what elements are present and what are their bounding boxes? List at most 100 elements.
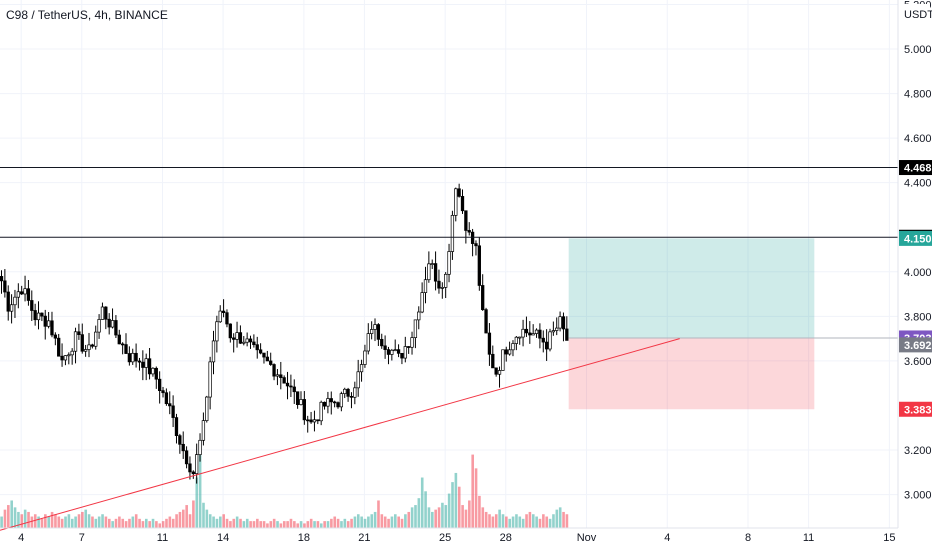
volume-bar bbox=[148, 521, 151, 528]
volume-bar bbox=[558, 507, 562, 528]
candle-up bbox=[427, 263, 431, 281]
volume-bar bbox=[279, 523, 283, 528]
volume-bar bbox=[306, 521, 310, 528]
candle-down bbox=[487, 332, 492, 355]
time-axis[interactable]: 4 7 11 14 18 21 25 28 Nov 4 8 11 15 bbox=[18, 532, 895, 544]
volume-bar bbox=[155, 521, 158, 528]
volume-bars bbox=[0, 450, 569, 528]
candle-down bbox=[346, 388, 350, 397]
volume-bar bbox=[0, 516, 3, 528]
candle-down bbox=[40, 312, 44, 317]
position-profit-zone bbox=[568, 238, 815, 338]
volume-bar bbox=[171, 518, 175, 528]
candle-down bbox=[541, 337, 545, 343]
candle-up bbox=[70, 350, 74, 356]
volume-bar bbox=[134, 514, 138, 528]
candle-up bbox=[326, 398, 330, 407]
volume-bar bbox=[286, 521, 289, 528]
volume-bar bbox=[91, 516, 94, 528]
volume-bar bbox=[548, 518, 552, 528]
volume-bar bbox=[319, 523, 323, 528]
currency-badge-bg bbox=[900, 4, 930, 25]
candle-down bbox=[171, 405, 175, 418]
candle-down bbox=[114, 320, 118, 336]
volume-bar bbox=[387, 518, 390, 528]
candle-down bbox=[285, 382, 290, 387]
volume-bar bbox=[525, 514, 528, 528]
volume-bar bbox=[350, 518, 353, 528]
volume-bar bbox=[141, 521, 145, 528]
candle-down bbox=[20, 291, 24, 295]
price-tick-label: 4.400 bbox=[904, 178, 932, 190]
volume-bar bbox=[293, 521, 296, 528]
volume-bar bbox=[316, 521, 320, 528]
candle-down bbox=[50, 320, 54, 336]
candle-down bbox=[376, 324, 381, 340]
volume-bar bbox=[343, 518, 347, 528]
volume-bar bbox=[158, 523, 162, 528]
candle-up bbox=[208, 361, 212, 398]
currency-label[interactable]: USDT bbox=[904, 9, 932, 21]
candle-down bbox=[460, 196, 465, 212]
time-tick-label: Nov bbox=[577, 532, 597, 544]
candle-up bbox=[151, 367, 155, 375]
volume-bar bbox=[215, 518, 219, 528]
volume-bar bbox=[373, 511, 377, 528]
volume-bar bbox=[383, 516, 387, 528]
volume-bar bbox=[138, 518, 141, 528]
candle-up bbox=[97, 319, 101, 333]
candle-up bbox=[430, 263, 434, 265]
candle-down bbox=[295, 391, 300, 406]
price-tick-label: 4.600 bbox=[904, 133, 932, 145]
candle-up bbox=[110, 320, 115, 328]
volume-bar bbox=[161, 521, 165, 528]
volume-bar bbox=[518, 516, 522, 528]
volume-bar bbox=[118, 516, 121, 528]
candle-down bbox=[544, 341, 549, 350]
candle-down bbox=[0, 276, 4, 282]
candle-up bbox=[359, 364, 364, 373]
candle-down bbox=[225, 312, 229, 325]
volume-bar bbox=[114, 518, 118, 528]
volume-bar bbox=[10, 500, 13, 528]
candle-down bbox=[322, 401, 327, 407]
candle-down bbox=[258, 349, 263, 354]
horizontal-lines[interactable] bbox=[0, 167, 898, 238]
volume-bar bbox=[508, 518, 512, 528]
candle-down bbox=[238, 332, 243, 344]
volume-bar bbox=[491, 516, 495, 528]
candle-up bbox=[205, 396, 209, 421]
candle-down bbox=[255, 344, 259, 351]
volume-bar bbox=[309, 518, 313, 528]
volume-bar bbox=[104, 516, 108, 528]
volume-bar bbox=[276, 521, 279, 528]
volume-bar bbox=[128, 518, 131, 528]
volume-bar bbox=[323, 521, 326, 528]
volume-bar bbox=[377, 500, 380, 528]
candle-up bbox=[393, 349, 397, 351]
candle-down bbox=[484, 309, 488, 334]
trendline[interactable] bbox=[0, 338, 680, 531]
volume-bar bbox=[229, 521, 232, 528]
time-tick-label: 8 bbox=[745, 532, 751, 544]
candle-up bbox=[555, 327, 559, 331]
volume-bar bbox=[20, 514, 24, 528]
volume-bar bbox=[454, 472, 458, 528]
volume-bar bbox=[33, 514, 37, 528]
volume-bar bbox=[555, 509, 559, 528]
candle-up bbox=[548, 331, 552, 350]
candle-down bbox=[168, 403, 172, 407]
volume-bar bbox=[545, 516, 549, 528]
volume-bar bbox=[511, 516, 515, 528]
candle-down bbox=[272, 364, 276, 377]
long-position-tool[interactable] bbox=[568, 238, 898, 410]
candle-down bbox=[477, 245, 481, 286]
volume-bar bbox=[111, 521, 114, 528]
volume-bar bbox=[420, 477, 424, 528]
volume-bar bbox=[282, 521, 286, 528]
candle-down bbox=[565, 328, 569, 341]
volume-bar bbox=[461, 505, 464, 528]
volume-bar bbox=[94, 518, 98, 528]
candle-up bbox=[551, 330, 556, 333]
